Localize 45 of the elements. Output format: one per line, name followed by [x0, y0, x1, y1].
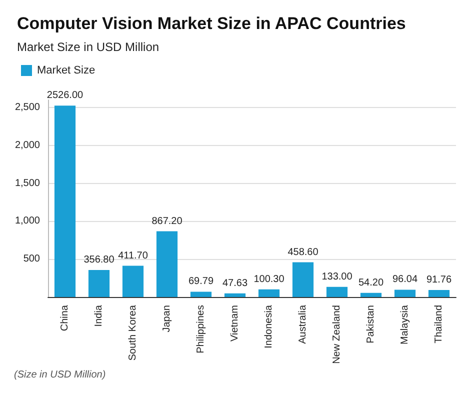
chart-subtitle: Market Size in USD Million	[17, 40, 160, 54]
x-tick-label: Malaysia	[400, 304, 410, 344]
data-label: 356.80	[84, 254, 115, 266]
bar	[190, 292, 212, 297]
y-tick-label: 2,000	[14, 140, 40, 151]
data-label: 96.04	[392, 274, 418, 286]
data-label: 54.20	[358, 277, 384, 288]
bar	[258, 289, 280, 297]
data-label: 2526.00	[46, 90, 84, 102]
bar	[428, 290, 450, 297]
y-tick-label: 1,500	[14, 178, 40, 189]
data-label: 69.79	[188, 276, 214, 288]
y-tick-label: 500	[23, 254, 40, 265]
data-label: 47.63	[222, 278, 248, 289]
x-tick-label: India	[94, 304, 104, 327]
text: (Size in USD Million)	[14, 370, 106, 380]
bar	[326, 286, 348, 297]
x-tick-label: Vietnam	[230, 305, 240, 342]
x-tick-label: Australia	[298, 304, 308, 344]
x-tick-label: New Zealand	[332, 305, 342, 364]
data-label: 91.76	[426, 274, 452, 286]
x-tick-label: Thailand	[434, 305, 444, 344]
data-label: 133.00	[322, 271, 353, 282]
x-tick-label: Japan	[162, 305, 172, 332]
bar	[156, 231, 178, 297]
chart-title: Computer Vision Market Size in APAC Countries	[17, 14, 406, 33]
y-tick-label: 1,000	[14, 216, 40, 227]
x-tick-label: Philippines	[196, 305, 206, 354]
legend-label: Market Size	[37, 64, 96, 76]
y-tick-label: 2,500	[14, 102, 40, 114]
bar	[360, 292, 382, 297]
data-label: 867.20	[152, 216, 183, 227]
bar	[54, 106, 76, 297]
x-tick-label: China	[60, 304, 70, 332]
x-tick-label: South Korea	[128, 304, 138, 361]
bar	[394, 290, 416, 297]
x-tick-label: Indonesia	[264, 304, 274, 348]
bar	[224, 293, 246, 297]
data-label: 411.70	[118, 250, 148, 262]
data-label: 458.60	[288, 246, 319, 258]
bar	[122, 266, 144, 297]
x-tick-label: Pakistan	[366, 305, 376, 344]
data-label: 100.30	[254, 274, 285, 285]
bar	[292, 262, 314, 297]
bar	[88, 270, 110, 297]
